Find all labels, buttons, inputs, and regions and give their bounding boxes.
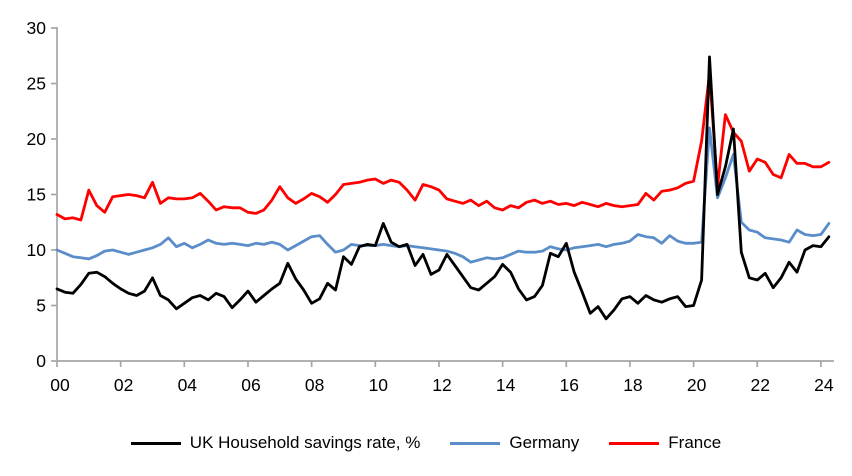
legend-label-france: France xyxy=(668,433,722,452)
axes xyxy=(51,27,834,367)
x-tick-label: 12 xyxy=(432,375,451,395)
y-tick-label: 10 xyxy=(27,240,47,260)
x-tick-label: 16 xyxy=(560,375,579,395)
x-tick-label: 18 xyxy=(623,375,642,395)
series-lines xyxy=(55,55,831,321)
y-tick-label: 25 xyxy=(27,74,46,94)
x-tick-label: 00 xyxy=(50,375,70,395)
x-tick-label: 14 xyxy=(496,375,516,395)
x-tick-label: 04 xyxy=(178,375,198,395)
germany-series-line xyxy=(55,126,831,264)
y-tick-label: 5 xyxy=(36,296,46,316)
x-tick-label: 24 xyxy=(814,375,834,395)
france-series-line xyxy=(55,72,831,222)
y-tick-label: 20 xyxy=(27,129,47,149)
legend-item-germany: Germany xyxy=(450,433,579,453)
y-tick-label: 15 xyxy=(27,185,46,205)
y-tick-label: 30 xyxy=(27,18,47,38)
legend-line-uk-icon xyxy=(130,441,181,445)
legend-item-france: France xyxy=(609,433,721,453)
legend-label-germany: Germany xyxy=(509,433,580,452)
x-tick-label: 08 xyxy=(305,375,324,395)
x-tick-label: 22 xyxy=(751,375,770,395)
legend-item-uk: UK Household savings rate, % xyxy=(130,433,421,453)
uk-series-line xyxy=(55,55,831,321)
legend-label-uk: UK Household savings rate, % xyxy=(189,433,421,452)
y-tick-label: 0 xyxy=(36,351,46,371)
legend: UK Household savings rate, % Germany Fra… xyxy=(0,433,852,453)
x-tick-label: 06 xyxy=(241,375,260,395)
x-tick-label: 20 xyxy=(687,375,707,395)
legend-line-france-icon xyxy=(609,441,660,445)
x-tick-label: 10 xyxy=(369,375,389,395)
legend-line-germany-icon xyxy=(450,441,501,445)
x-tick-label: 02 xyxy=(114,375,133,395)
tick-labels: 0 5 10 15 20 25 30 00 02 04 06 08 10 12 14 16 18 20 22 24 xyxy=(27,18,834,395)
